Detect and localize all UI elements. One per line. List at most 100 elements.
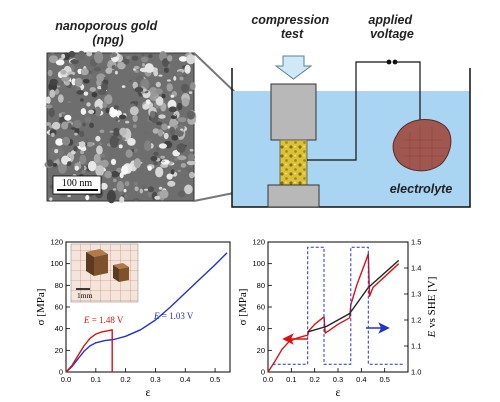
- sem-pore: [73, 119, 82, 129]
- sem-pore: [51, 132, 55, 137]
- sem-pore: [80, 108, 87, 115]
- sem-pore: [189, 171, 195, 179]
- sem-pore: [140, 56, 149, 63]
- sem-pore: [132, 81, 138, 89]
- sem-pore: [171, 134, 179, 141]
- sem-pore: [79, 130, 85, 138]
- left-x-tick-label: 0.5: [210, 375, 220, 384]
- sem-pore: [57, 161, 67, 174]
- sem-pore: [124, 181, 130, 187]
- sem-pore: [180, 163, 187, 168]
- sem-pore: [158, 186, 163, 190]
- sem-pore: [95, 165, 105, 177]
- sem-pore: [48, 108, 55, 118]
- sem-pore: [55, 138, 64, 146]
- sem-pore: [131, 55, 139, 61]
- sem-pore: [49, 78, 58, 86]
- sem-pore: [132, 114, 138, 122]
- sem-pore: [70, 59, 79, 65]
- right-y2-axis-label: E vs SHE [V]: [426, 277, 438, 339]
- sem-pore: [142, 88, 147, 92]
- left-y-tick-label: 60: [55, 303, 63, 312]
- sem-pore: [54, 149, 59, 154]
- sem-pore: [163, 67, 169, 73]
- sem-pore: [97, 89, 107, 95]
- sem-pore: [55, 59, 65, 66]
- sem-pore: [133, 198, 140, 202]
- sem-pore: [112, 188, 117, 191]
- sem-pore: [161, 93, 166, 99]
- sem-pore: [134, 101, 139, 106]
- sem-pore: [121, 165, 129, 175]
- left-x-tick-label: 0.4: [180, 375, 190, 384]
- sem-pore: [93, 67, 102, 72]
- sem-pore: [186, 110, 195, 120]
- sem-pore: [144, 188, 149, 191]
- sem-pore: [113, 105, 119, 110]
- sem-pore: [71, 127, 76, 130]
- sem-image: 100 nm: [44, 50, 197, 204]
- sem-pore: [85, 138, 89, 143]
- sem-pore: [111, 65, 116, 69]
- sem-pore: [125, 120, 130, 124]
- left-y-tick-label: 20: [55, 346, 63, 355]
- voltage-label: applied voltage: [368, 13, 415, 41]
- right-plot-frame: [267, 241, 409, 373]
- sem-pore: [111, 171, 119, 178]
- right-y-tick-label: 120: [252, 238, 265, 247]
- sem-pore: [144, 63, 154, 73]
- sem-pore: [167, 55, 173, 62]
- sem-pore: [166, 83, 173, 92]
- sem-pore: [119, 196, 125, 203]
- sem-pore: [149, 138, 153, 142]
- sem-pore: [128, 79, 133, 83]
- sem-pore: [99, 129, 105, 134]
- sem-pore: [156, 147, 160, 152]
- sem-pore: [48, 55, 59, 64]
- sem-pore: [98, 142, 103, 145]
- sem-pore: [170, 115, 177, 120]
- sem-pore: [187, 153, 196, 162]
- sem-pore: [105, 107, 110, 114]
- sem-pore: [125, 55, 131, 60]
- sem-pore: [97, 86, 102, 90]
- sem-pore: [88, 74, 93, 80]
- sem-pore: [157, 138, 162, 143]
- sem-pore: [161, 160, 165, 163]
- sem-pore: [52, 121, 61, 130]
- sem-pore: [117, 61, 126, 70]
- sem-pore: [186, 54, 196, 65]
- right-y-tick-label: 40: [257, 324, 265, 333]
- sem-pore: [116, 167, 122, 173]
- sem-pore: [96, 73, 106, 82]
- right-y2-tick-label: 1.2: [411, 316, 421, 325]
- sem-pore: [181, 83, 189, 93]
- sem-pore: [80, 147, 86, 151]
- sem-pore: [116, 180, 125, 192]
- right-y-tick-label: 0: [261, 368, 265, 377]
- sem-pore: [147, 165, 152, 171]
- sem-pore: [56, 196, 59, 201]
- sem-pore: [148, 186, 154, 193]
- sem-pore: [95, 135, 101, 142]
- sem-pore: [109, 106, 118, 118]
- sem-pore: [47, 159, 53, 167]
- right-x-tick-label: 0.0: [263, 375, 273, 384]
- sem-pore: [181, 97, 190, 107]
- sem-pore: [71, 150, 76, 155]
- left-series-line-0: [65, 252, 228, 373]
- right-y-tick-label: 100: [252, 259, 265, 268]
- sem-pore: [154, 195, 161, 200]
- sem-pore: [168, 106, 177, 113]
- sem-pore: [79, 141, 86, 148]
- sem-pore: [143, 140, 152, 151]
- sem-pore: [74, 77, 83, 87]
- sem-pore: [169, 126, 176, 136]
- sem-pore: [67, 195, 71, 197]
- sem-pore: [134, 70, 139, 73]
- blue-arrow: [366, 322, 390, 334]
- sem-pore: [83, 91, 89, 96]
- sem-pore: [149, 110, 156, 118]
- sem-pore: [150, 156, 158, 162]
- sem-pore: [119, 114, 127, 120]
